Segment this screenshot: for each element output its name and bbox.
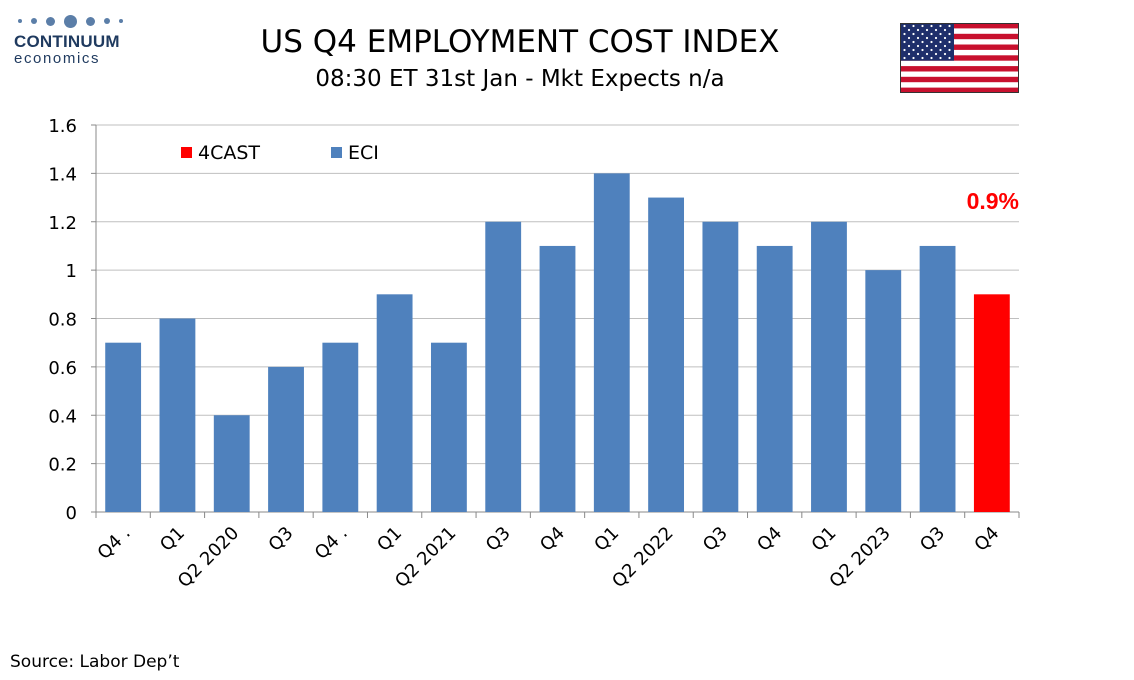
y-tick-label: 1.4	[48, 164, 77, 185]
logo-sub: economics	[14, 50, 101, 67]
x-tick-label: Q3	[265, 523, 298, 556]
eci-bar	[322, 342, 359, 512]
eci-bar	[376, 294, 413, 512]
eci-bar	[919, 245, 956, 512]
x-tick-label: Q1	[156, 523, 189, 556]
eci-bar	[268, 366, 304, 512]
x-tick-label: Q1	[373, 523, 406, 556]
eci-bar	[702, 221, 739, 512]
y-tick-label: 0	[66, 503, 77, 524]
y-tick-label: 0.6	[48, 358, 77, 379]
us-flag-icon	[900, 23, 1019, 93]
y-tick-label: 1.6	[48, 116, 77, 137]
legend-swatch	[181, 147, 192, 158]
logo: CONTINUUM economics	[14, 14, 134, 67]
y-tick-label: 1.2	[48, 213, 77, 234]
chart-subtitle: 08:30 ET 31st Jan - Mkt Expects n/a	[315, 66, 725, 92]
x-tick-label: Q4	[536, 523, 569, 556]
x-tick-label: Q1	[590, 523, 623, 556]
x-tick-label: Q4	[753, 523, 786, 556]
eci-bar	[811, 221, 847, 512]
eci-bar	[430, 342, 467, 512]
x-tick-label: Q4 .	[311, 523, 352, 564]
x-tick-label: Q3	[916, 523, 949, 556]
y-tick-label: 1	[66, 261, 77, 282]
eci-bar	[593, 173, 630, 512]
x-tick-label: Q1	[808, 523, 841, 556]
legend-swatch	[331, 147, 342, 158]
y-tick-label: 0.4	[48, 406, 77, 427]
forecast-bar	[973, 294, 1010, 512]
legend-label: ECI	[348, 142, 379, 164]
x-tick-label: Q4 .	[94, 523, 135, 564]
logo-name: CONTINUUM	[14, 32, 120, 51]
x-tick-label: Q3	[482, 523, 515, 556]
eci-bar	[756, 245, 793, 512]
chart-title: US Q4 EMPLOYMENT COST INDEX	[260, 24, 780, 60]
eci-bar	[539, 245, 576, 512]
x-tick-label: Q4	[970, 523, 1003, 556]
legend-label: 4CAST	[198, 142, 260, 164]
eci-bar	[485, 221, 522, 512]
eci-bar	[159, 318, 196, 512]
y-tick-label: 0.8	[48, 310, 77, 331]
x-tick-label: Q3	[699, 523, 732, 556]
y-tick-label: 0.2	[48, 455, 77, 476]
logo-dots-icon	[18, 14, 134, 28]
eci-bar	[105, 342, 142, 512]
eci-bar	[648, 197, 685, 512]
forecast-annotation: 0.9%	[967, 188, 1019, 214]
eci-bar	[865, 270, 902, 512]
eci-bar	[213, 415, 250, 512]
source-note: Source: Labor Dep’t	[10, 652, 180, 672]
